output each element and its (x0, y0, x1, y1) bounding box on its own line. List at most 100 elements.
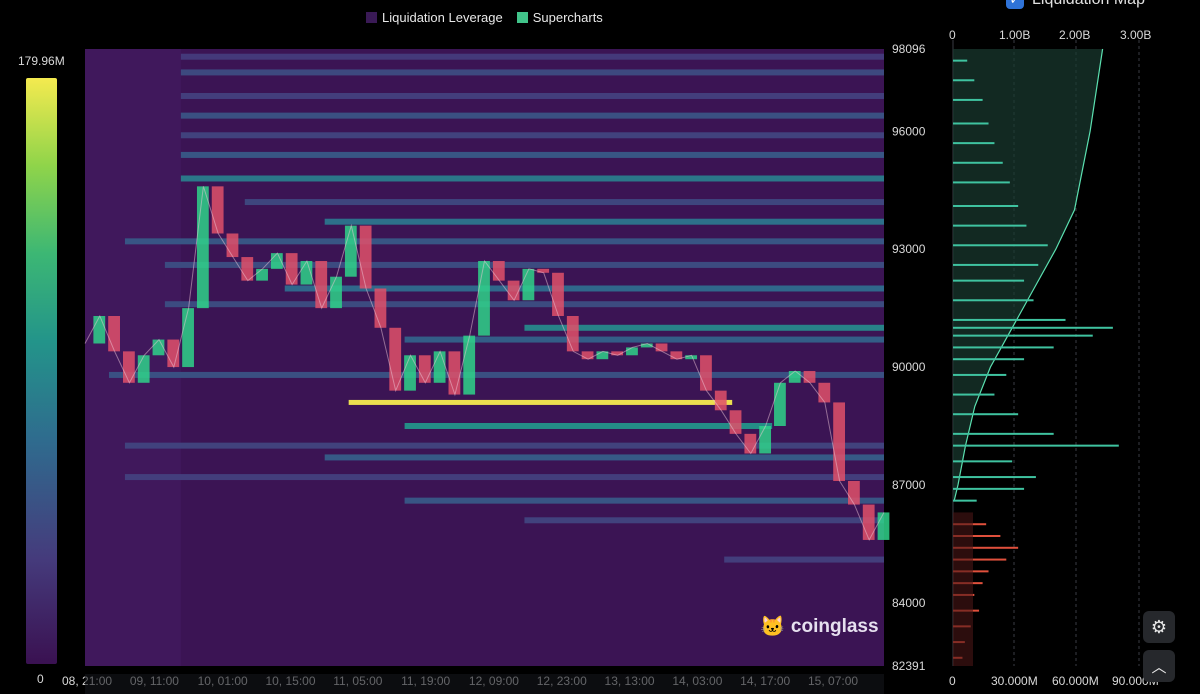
price-candle (137, 355, 150, 383)
map-short-bar (953, 358, 1025, 361)
settings-button[interactable]: ⚙ (1143, 611, 1175, 643)
map-top-tick: 0 (949, 28, 956, 42)
price-candle (788, 370, 801, 383)
heatmap-band (524, 324, 884, 331)
map-short-bar (953, 326, 1113, 329)
price-candle (433, 351, 446, 383)
map-short-bar (953, 244, 1048, 247)
chart-legend: Liquidation Leverage Supercharts (366, 10, 603, 25)
heatmap-band (524, 517, 884, 524)
price-candle (552, 272, 564, 316)
heatmap-band (180, 151, 884, 158)
map-top-tick: 3.00B (1120, 28, 1152, 42)
map-short-bar (953, 476, 1036, 479)
heatmap-band (284, 285, 884, 292)
map-short-bar (953, 499, 977, 502)
map-short-bar (953, 142, 995, 145)
map-short-bar (953, 122, 989, 125)
price-candle (226, 233, 239, 258)
price-candle (833, 402, 846, 481)
map-short-bar (953, 98, 983, 101)
chevron-up-icon: ︿ (1151, 659, 1167, 676)
heatmap-band (164, 301, 884, 308)
price-candle (108, 315, 120, 352)
price-candle (196, 186, 209, 309)
coinglass-logo: 🐱 coinglass (760, 614, 879, 639)
map-short-bar (953, 59, 968, 62)
colorbar-min-label: 0 (37, 672, 44, 686)
price-candle (566, 315, 579, 352)
price-candle (685, 355, 698, 360)
map-short-bar (953, 334, 1093, 337)
y-tick-label: 96000 (892, 124, 926, 138)
map-short-bar (953, 393, 995, 396)
y-tick-label: 98096 (892, 42, 926, 56)
coinglass-icon: 🐱 (760, 616, 785, 638)
map-short-bar (953, 299, 1034, 302)
map-bottom-tick: 60.000M (1052, 674, 1099, 688)
map-short-bar (953, 460, 1013, 463)
y-tick-label: 82391 (892, 659, 926, 673)
price-candle (596, 351, 609, 360)
price-candle (522, 268, 535, 301)
checkbox-icon[interactable]: ✓ (1006, 0, 1024, 9)
heatmap-background (85, 49, 884, 666)
price-candle (611, 351, 624, 356)
price-candle (862, 504, 875, 540)
price-candle (418, 355, 431, 383)
map-short-bar (953, 413, 1019, 416)
legend-label: Liquidation Leverage (382, 10, 503, 25)
heatmap-band (180, 175, 884, 182)
price-candle (122, 351, 135, 383)
map-long-bar (953, 534, 1001, 537)
price-candle (581, 351, 594, 360)
heatmap-band (724, 556, 884, 563)
scroll-top-button[interactable]: ︿ (1143, 650, 1175, 682)
y-tick-label: 84000 (892, 596, 926, 610)
price-candle (182, 308, 194, 368)
map-short-bar (953, 373, 1007, 376)
price-candle (700, 355, 712, 391)
price-candle (818, 382, 831, 403)
map-short-bar (953, 79, 975, 82)
price-candle (714, 390, 727, 411)
heatmap-band (348, 399, 733, 405)
heatmap-band (244, 199, 885, 206)
price-candle (374, 288, 387, 328)
logo-text: coinglass (790, 615, 879, 637)
map-top-tick: 1.00B (999, 28, 1031, 42)
price-candle (507, 280, 520, 301)
heatmap-band (164, 261, 884, 268)
price-candle (463, 335, 476, 395)
time-scrollbar (85, 674, 884, 694)
price-candle (93, 315, 106, 344)
price-line (84, 186, 885, 542)
legend-item-supercharts[interactable]: Supercharts (516, 10, 603, 25)
price-candle (256, 268, 268, 281)
price-candle (389, 327, 402, 391)
price-candle (152, 339, 165, 356)
heatmap-band (404, 422, 773, 429)
heatmap-band (124, 238, 884, 245)
heatmap-band (180, 69, 884, 76)
price-candle (774, 382, 786, 426)
map-bottom-tick: 30.000M (991, 674, 1038, 688)
price-candle (655, 343, 668, 352)
map-short-bar (953, 224, 1027, 227)
price-candle (344, 225, 357, 277)
price-candle (359, 225, 372, 289)
map-short-bar (953, 204, 1019, 207)
price-candle (285, 253, 298, 285)
price-candle (759, 425, 772, 454)
heatmap-band (180, 92, 884, 99)
legend-item-liquidation-leverage[interactable]: Liquidation Leverage (366, 10, 503, 25)
legend-swatch (516, 12, 528, 23)
map-short-bar (953, 318, 1066, 321)
price-candle (744, 433, 757, 454)
price-candle (300, 260, 313, 285)
map-short-bar (953, 487, 1025, 490)
colorbar (26, 78, 57, 664)
price-candle (211, 186, 224, 234)
liquidation-map-toggle[interactable]: ✓ Liquidation Map (1006, 0, 1145, 9)
price-candle (167, 339, 180, 368)
